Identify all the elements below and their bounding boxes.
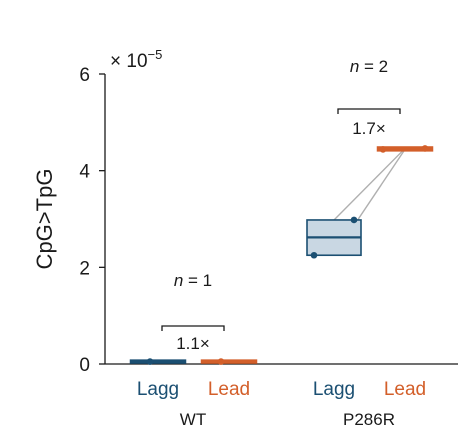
data-point-lagg <box>350 216 358 224</box>
x-category-label-lagg: Lagg <box>137 379 179 400</box>
fold-change-label: 1.7× <box>352 119 386 138</box>
n-label-value: = 1 <box>183 271 212 290</box>
n-label-value: = 2 <box>359 57 388 76</box>
x-category-label-lead: Lead <box>384 379 426 400</box>
y-tick-label: 0 <box>79 355 90 376</box>
x-group-label: WT <box>180 410 206 429</box>
data-point-lagg <box>146 358 154 365</box>
n-label: n = 2 <box>350 57 388 76</box>
x-group-label: P286R <box>343 410 395 429</box>
comparison-bracket <box>337 108 401 114</box>
x-category-label-lead: Lead <box>208 379 250 400</box>
data-point-lead <box>421 145 429 152</box>
data-point-lagg <box>310 251 318 259</box>
y-tick-label: 6 <box>79 65 90 86</box>
fold-change-label: 1.1× <box>176 334 210 353</box>
n-label-symbol: n <box>350 57 359 76</box>
x-category-label-lagg: Lagg <box>313 379 355 400</box>
n-label-symbol: n <box>174 271 183 290</box>
pair-line <box>333 147 406 221</box>
y-axis-multiplier-exponent: −5 <box>148 47 163 62</box>
annotations: n = 1 1.1× n = 2 1.7× <box>161 57 401 353</box>
chart-marks <box>129 145 434 365</box>
y-tick-label: 2 <box>79 258 90 279</box>
y-axis-title: CpG>TpG <box>32 169 57 270</box>
n-label: n = 1 <box>174 271 212 290</box>
data-point-lead <box>217 358 225 365</box>
y-axis-multiplier: × 10−5 <box>110 47 162 72</box>
data-point-lead <box>379 146 387 153</box>
y-tick-label: 4 <box>79 162 90 183</box>
comparison-bracket <box>161 325 225 331</box>
